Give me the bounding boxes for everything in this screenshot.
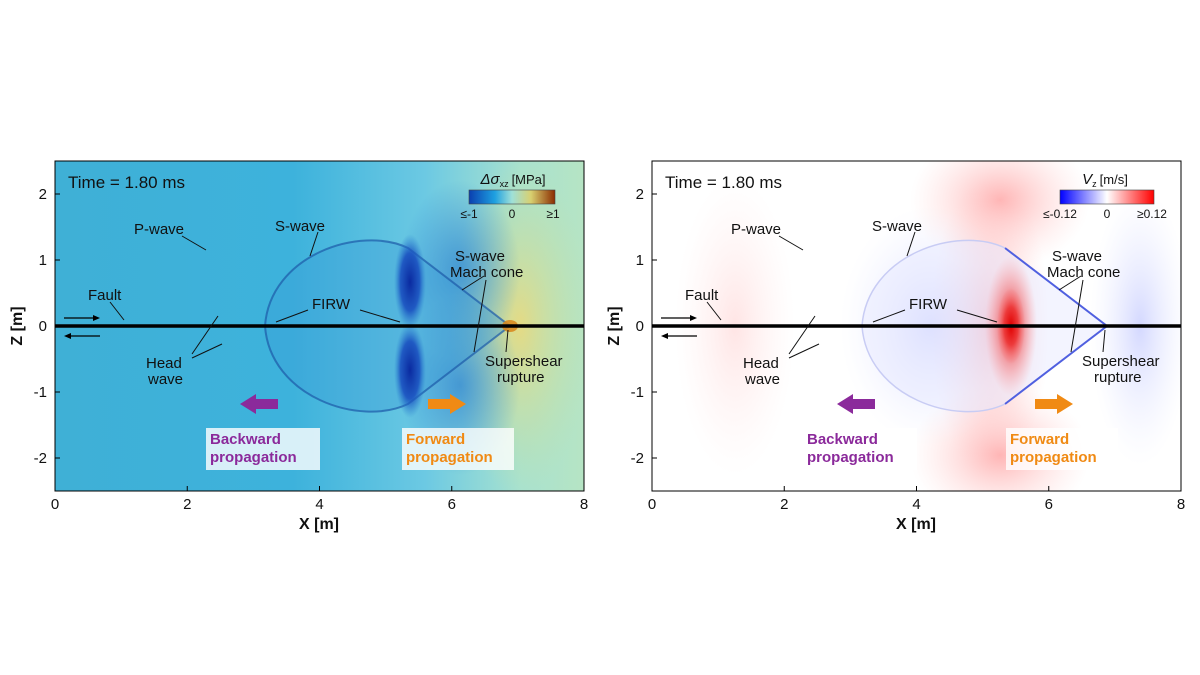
velocity-ytick-label: 2 bbox=[636, 186, 644, 203]
stress-xtick-label: 0 bbox=[51, 496, 59, 513]
velocity-ytick-label: 1 bbox=[636, 252, 644, 269]
velocity-forward-box bbox=[1006, 428, 1118, 470]
velocity-forward-arrow bbox=[1035, 394, 1073, 414]
velocity-xtick-label: 6 bbox=[1045, 496, 1053, 513]
velocity-xlabel: X [m] bbox=[896, 516, 936, 533]
stress-backward-2: propagation bbox=[210, 449, 297, 466]
velocity-ylabel: Z [m] bbox=[606, 306, 623, 345]
stress-forward-1: Forward bbox=[406, 431, 465, 448]
stress-colorbar-max: ≥1 bbox=[546, 207, 560, 221]
stress-ylabel: Z [m] bbox=[9, 306, 26, 345]
velocity-backward-arrow bbox=[837, 394, 875, 414]
stress-label-super-1: Supershear bbox=[485, 353, 563, 370]
velocity-forward-1: Forward bbox=[1010, 431, 1069, 448]
stress-time-label: Time = 1.80 ms bbox=[68, 173, 185, 192]
velocity-xtick-label: 0 bbox=[648, 496, 656, 513]
stress-backward-box bbox=[206, 428, 320, 470]
stress-colorbar-title: Δσxz [MPa] bbox=[479, 171, 545, 189]
velocity-xtick-label: 2 bbox=[780, 496, 788, 513]
stress-ticks: 0 2 4 6 8 -2 -1 0 1 2 bbox=[34, 186, 589, 513]
velocity-ticks: 0 2 4 6 8 -2 -1 0 1 2 bbox=[631, 186, 1186, 513]
velocity-ytick-label: 0 bbox=[636, 318, 644, 335]
stress-ytick-label: -1 bbox=[34, 384, 47, 401]
stress-label-mach-1: S-wave bbox=[455, 248, 505, 265]
velocity-label-mach-2: Mach cone bbox=[1047, 264, 1120, 281]
stress-colorbar: Δσxz [MPa] ≤-1 0 ≥1 bbox=[460, 171, 560, 221]
velocity-label-swave: S-wave bbox=[872, 218, 922, 235]
velocity-xtick-label: 4 bbox=[912, 496, 920, 513]
stress-label-pwave: P-wave bbox=[134, 221, 184, 238]
stress-colorbar-min: ≤-1 bbox=[460, 207, 478, 221]
stress-panel: 0 2 4 6 8 -2 -1 0 1 2 Time = 1.80 ms Δσxz [MPa] ≤-… bbox=[9, 160, 589, 533]
velocity-label-super-1: Supershear bbox=[1082, 353, 1160, 370]
stress-forward-arrow bbox=[428, 394, 466, 414]
velocity-backward-2: propagation bbox=[807, 449, 894, 466]
velocity-xtick-label: 8 bbox=[1177, 496, 1185, 513]
velocity-backward-1: Backward bbox=[807, 431, 878, 448]
stress-ytick-label: -2 bbox=[34, 450, 47, 467]
stress-label-head-2: wave bbox=[147, 371, 183, 388]
velocity-annotations bbox=[706, 231, 1106, 359]
velocity-label-fault: Fault bbox=[685, 287, 719, 304]
velocity-colorbar-zero: 0 bbox=[1104, 207, 1111, 221]
velocity-label-pwave: P-wave bbox=[731, 221, 781, 238]
velocity-colorbar-bar bbox=[1059, 189, 1155, 205]
stress-forward-box bbox=[402, 428, 514, 470]
velocity-label-firw: FIRW bbox=[909, 296, 948, 313]
velocity-ytick-label: -1 bbox=[631, 384, 644, 401]
velocity-colorbar-title: Vz [m/s] bbox=[1082, 171, 1128, 189]
stress-ytick-label: 2 bbox=[39, 186, 47, 203]
stress-xtick-label: 4 bbox=[315, 496, 323, 513]
velocity-colorbar-min: ≤-0.12 bbox=[1043, 207, 1077, 221]
velocity-fault-arrows bbox=[661, 315, 697, 339]
stress-xtick-label: 6 bbox=[448, 496, 456, 513]
stress-colorbar-bar bbox=[468, 189, 556, 205]
stress-annotations bbox=[109, 231, 509, 359]
velocity-panel: 0 2 4 6 8 -2 -1 0 1 2 Time = 1.80 ms Vz [m/s] ≤-0.… bbox=[606, 160, 1186, 533]
stress-xlabel: X [m] bbox=[299, 516, 339, 533]
velocity-colorbar-max: ≥0.12 bbox=[1137, 207, 1167, 221]
stress-fault-arrows bbox=[64, 315, 100, 339]
stress-backward-1: Backward bbox=[210, 431, 281, 448]
stress-label-head-1: Head bbox=[146, 355, 182, 372]
stress-xtick-label: 2 bbox=[183, 496, 191, 513]
velocity-time-label: Time = 1.80 ms bbox=[665, 173, 782, 192]
velocity-label-mach-1: S-wave bbox=[1052, 248, 1102, 265]
velocity-label-head-2: wave bbox=[744, 371, 780, 388]
stress-xtick-label: 8 bbox=[580, 496, 588, 513]
velocity-colorbar: Vz [m/s] ≤-0.12 0 ≥0.12 bbox=[1043, 171, 1167, 221]
stress-label-swave: S-wave bbox=[275, 218, 325, 235]
stress-ytick-label: 1 bbox=[39, 252, 47, 269]
stress-label-fault: Fault bbox=[88, 287, 122, 304]
stress-label-mach-2: Mach cone bbox=[450, 264, 523, 281]
stress-ytick-label: 0 bbox=[39, 318, 47, 335]
stress-forward-2: propagation bbox=[406, 449, 493, 466]
stress-label-super-2: rupture bbox=[497, 369, 545, 386]
velocity-ytick-label: -2 bbox=[631, 450, 644, 467]
velocity-label-head-1: Head bbox=[743, 355, 779, 372]
velocity-forward-2: propagation bbox=[1010, 449, 1097, 466]
stress-backward-arrow bbox=[240, 394, 278, 414]
stress-label-firw: FIRW bbox=[312, 296, 351, 313]
stress-colorbar-zero: 0 bbox=[509, 207, 516, 221]
velocity-label-super-2: rupture bbox=[1094, 369, 1142, 386]
velocity-backward-box bbox=[803, 428, 917, 470]
